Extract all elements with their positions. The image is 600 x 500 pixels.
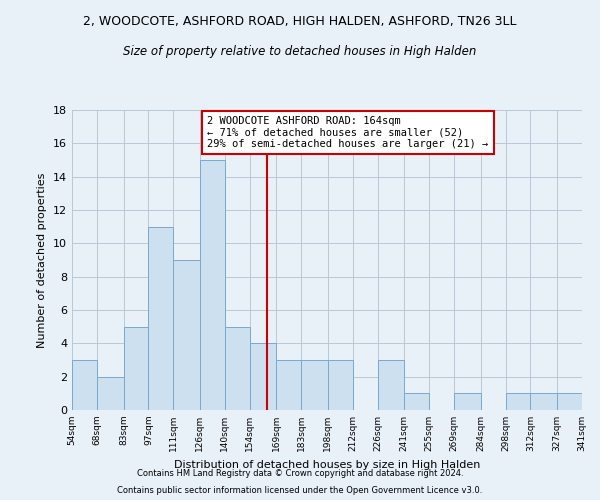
Text: 2 WOODCOTE ASHFORD ROAD: 164sqm
← 71% of detached houses are smaller (52)
29% of: 2 WOODCOTE ASHFORD ROAD: 164sqm ← 71% of… [207, 116, 488, 149]
Y-axis label: Number of detached properties: Number of detached properties [37, 172, 47, 348]
Bar [200, 160, 225, 410]
Bar [454, 394, 481, 410]
Bar [97, 376, 124, 410]
Bar [148, 226, 173, 410]
Bar [506, 394, 530, 410]
Bar [173, 260, 200, 410]
Text: Contains HM Land Registry data © Crown copyright and database right 2024.: Contains HM Land Registry data © Crown c… [137, 468, 463, 477]
Bar [277, 360, 301, 410]
Bar [124, 326, 148, 410]
Bar [404, 394, 429, 410]
Bar [557, 394, 582, 410]
Bar [328, 360, 353, 410]
Bar [225, 326, 250, 410]
Bar [301, 360, 328, 410]
Bar [377, 360, 404, 410]
Bar [72, 360, 97, 410]
X-axis label: Distribution of detached houses by size in High Halden: Distribution of detached houses by size … [174, 460, 480, 469]
Bar [250, 344, 277, 410]
Text: Size of property relative to detached houses in High Halden: Size of property relative to detached ho… [124, 45, 476, 58]
Text: 2, WOODCOTE, ASHFORD ROAD, HIGH HALDEN, ASHFORD, TN26 3LL: 2, WOODCOTE, ASHFORD ROAD, HIGH HALDEN, … [83, 15, 517, 28]
Text: Contains public sector information licensed under the Open Government Licence v3: Contains public sector information licen… [118, 486, 482, 495]
Bar [530, 394, 557, 410]
